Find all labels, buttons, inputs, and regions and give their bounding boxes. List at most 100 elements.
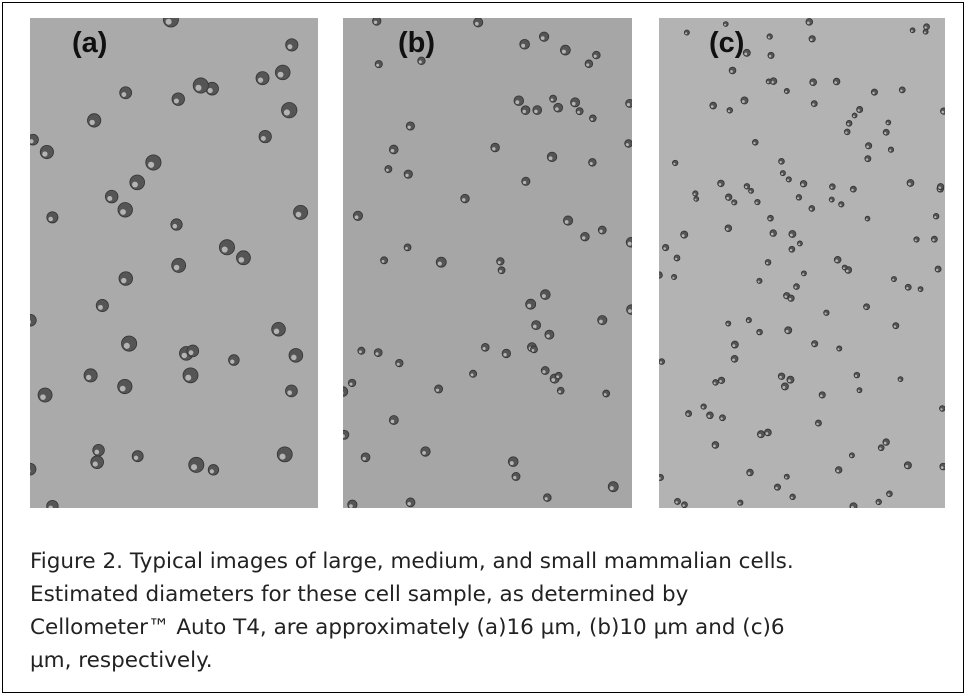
cell-highlight [497, 260, 501, 264]
cell [285, 384, 298, 398]
cell [285, 38, 299, 52]
cell-highlight [405, 247, 408, 250]
cell [507, 456, 519, 467]
cell [30, 462, 37, 476]
cell-highlight [422, 450, 426, 455]
cell-highlight [590, 117, 594, 121]
cell-highlight [810, 81, 814, 85]
cell-highlight [577, 110, 580, 114]
cell [532, 105, 543, 115]
micrograph-a: (a) [30, 18, 318, 508]
cell-highlight [121, 92, 127, 97]
cell [815, 419, 822, 427]
cell-highlight [544, 497, 548, 501]
cell [939, 405, 945, 412]
cell [388, 144, 399, 155]
cell [171, 258, 187, 273]
cell-highlight [789, 248, 793, 252]
cell [192, 77, 209, 94]
cell-highlight [92, 461, 98, 467]
cell [838, 201, 845, 208]
cell-highlight [673, 162, 676, 165]
cell-highlight [786, 179, 790, 182]
cell [258, 130, 272, 144]
cell [584, 59, 594, 68]
cell [236, 250, 251, 266]
cell-highlight [541, 294, 546, 298]
cell-highlight [405, 173, 409, 178]
cell-highlight [283, 109, 290, 116]
cell [818, 391, 826, 399]
cell-highlight [277, 71, 284, 78]
cell-highlight [181, 352, 188, 359]
cell [589, 114, 597, 123]
cell-highlight [349, 504, 353, 508]
cell [531, 320, 542, 331]
cell [906, 179, 915, 187]
cell-highlight [534, 109, 538, 114]
cell-highlight [279, 453, 286, 460]
cell-highlight [474, 21, 479, 26]
cell-highlight [771, 80, 774, 84]
cell-highlight [120, 209, 126, 215]
cell-highlight [701, 406, 704, 409]
cell [597, 315, 608, 326]
cell-highlight [785, 90, 788, 93]
cell-highlight [221, 246, 228, 253]
cell-highlight [727, 109, 731, 113]
cell [726, 107, 733, 114]
cell-highlight [548, 156, 553, 161]
cell [683, 29, 690, 36]
cell-highlight [522, 109, 526, 114]
cell-highlight [230, 359, 235, 364]
cell-highlight [816, 422, 819, 426]
cell-highlight [390, 149, 395, 153]
cell [711, 441, 720, 449]
cell-highlight [470, 373, 474, 377]
cell [754, 198, 761, 206]
cell-highlight [892, 278, 895, 281]
cell [693, 196, 700, 202]
cell [511, 472, 521, 481]
cell [674, 497, 681, 505]
cell [530, 345, 538, 354]
cell-highlight [672, 276, 675, 279]
cell [773, 483, 781, 491]
cell-highlight [932, 238, 935, 242]
cell-highlight [133, 455, 139, 461]
cell [722, 21, 729, 27]
cell [540, 289, 551, 300]
cell [757, 430, 765, 439]
cell [849, 185, 857, 193]
cell [659, 358, 665, 365]
cell-highlight [766, 262, 769, 265]
cell-highlight [119, 385, 126, 392]
cell-highlight [626, 103, 631, 107]
cell-highlight [107, 195, 113, 201]
cell-highlight [407, 501, 411, 506]
cell [882, 128, 890, 136]
cell [829, 183, 836, 190]
cell-highlight [940, 408, 943, 411]
cell-highlight [30, 139, 34, 144]
cell [769, 229, 777, 237]
cell-highlight [375, 352, 379, 356]
panel-label: (b) [398, 27, 435, 59]
cell [360, 452, 371, 463]
cell-highlight [850, 455, 853, 458]
cell [673, 254, 681, 262]
cell-highlight [609, 486, 614, 491]
cell [480, 343, 490, 352]
cell-highlight [857, 109, 860, 112]
cell [188, 456, 205, 473]
cell [30, 314, 37, 327]
cell [171, 92, 185, 106]
cell-highlight [30, 320, 32, 324]
image-background [343, 18, 632, 508]
cell [932, 213, 940, 220]
cell [892, 322, 900, 330]
cell [129, 174, 145, 191]
cell [553, 102, 564, 113]
cell-highlight [89, 119, 95, 126]
